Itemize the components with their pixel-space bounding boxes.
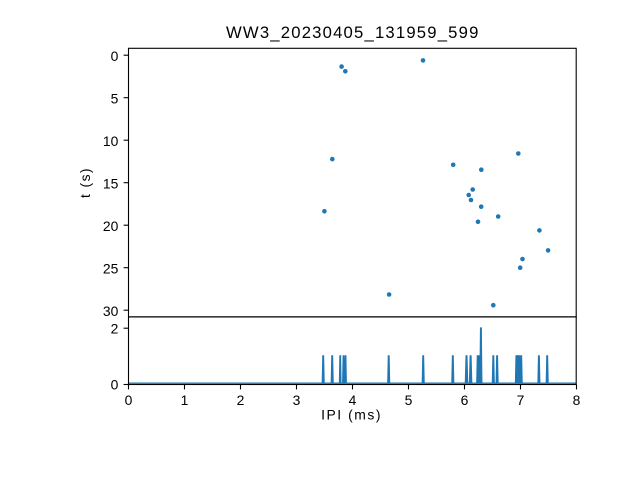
svg-text:0: 0 — [111, 377, 119, 393]
svg-text:t (s): t (s) — [77, 167, 93, 198]
svg-text:10: 10 — [103, 133, 119, 149]
svg-text:30: 30 — [103, 303, 119, 319]
svg-text:IPI (ms): IPI (ms) — [321, 407, 382, 423]
svg-text:0: 0 — [125, 392, 133, 408]
svg-text:3: 3 — [293, 392, 301, 408]
svg-text:0: 0 — [111, 48, 119, 64]
svg-text:WW3_20230405_131959_599: WW3_20230405_131959_599 — [226, 23, 480, 42]
svg-text:4: 4 — [349, 392, 357, 408]
svg-text:2: 2 — [237, 392, 245, 408]
svg-text:5: 5 — [405, 392, 413, 408]
svg-text:7: 7 — [517, 392, 525, 408]
svg-text:2: 2 — [111, 320, 119, 336]
svg-text:15: 15 — [103, 175, 119, 191]
svg-text:20: 20 — [103, 218, 119, 234]
svg-text:6: 6 — [461, 392, 469, 408]
svg-text:8: 8 — [573, 392, 581, 408]
svg-text:1: 1 — [181, 392, 189, 408]
svg-text:5: 5 — [111, 90, 119, 106]
svg-text:25: 25 — [103, 260, 119, 276]
